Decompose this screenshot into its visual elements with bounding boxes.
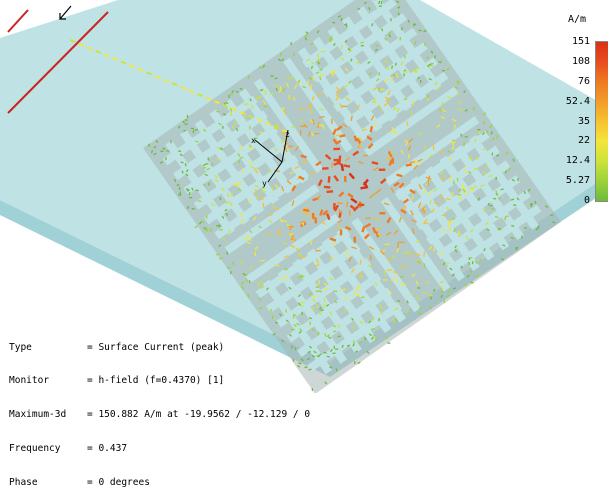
info-value: = 0.437: [87, 443, 127, 454]
svg-text:y: y: [262, 179, 267, 188]
color-legend: A/m 151 108 76 52.4 35 22 12.4 5.27 0: [533, 0, 608, 220]
info-value: = h-field (f=0.4370) [1]: [87, 375, 224, 386]
svg-text:x: x: [251, 136, 256, 145]
legend-colorbar: [595, 41, 608, 202]
legend-tick-label: 22: [550, 135, 590, 146]
info-row-phase: Phase = 0 degrees: [9, 477, 310, 488]
legend-tick-label: 76: [550, 76, 590, 87]
info-key: Type: [9, 342, 87, 353]
legend-tick-label: 52.4: [550, 96, 590, 107]
info-row-type: Type = Surface Current (peak): [9, 342, 310, 353]
svg-text:z: z: [285, 130, 290, 139]
info-value: = 150.882 A/m at -19.9562 / -12.129 / 0: [87, 409, 310, 420]
legend-tick-label: 151: [550, 36, 590, 47]
info-key: Phase: [9, 477, 87, 488]
info-row-monitor: Monitor = h-field (f=0.4370) [1]: [9, 375, 310, 386]
info-value: = Surface Current (peak): [87, 342, 224, 353]
legend-tick-label: 108: [550, 56, 590, 67]
info-key: Frequency: [9, 443, 87, 454]
result-info-panel: Type = Surface Current (peak) Monitor = …: [9, 319, 310, 500]
info-row-frequency: Frequency = 0.437: [9, 443, 310, 454]
feed-edge-line-top: [8, 10, 28, 32]
legend-unit: A/m: [559, 14, 595, 25]
legend-tick-label: 12.4: [550, 155, 590, 166]
info-row-maximum: Maximum-3d = 150.882 A/m at -19.9562 / -…: [9, 409, 310, 420]
info-value: = 0 degrees: [87, 477, 150, 488]
legend-tick-label: 5.27: [550, 175, 590, 186]
info-key: Monitor: [9, 375, 87, 386]
info-key: Maximum-3d: [9, 409, 87, 420]
legend-tick-label: 0: [550, 195, 590, 206]
legend-tick-label: 35: [550, 116, 590, 127]
